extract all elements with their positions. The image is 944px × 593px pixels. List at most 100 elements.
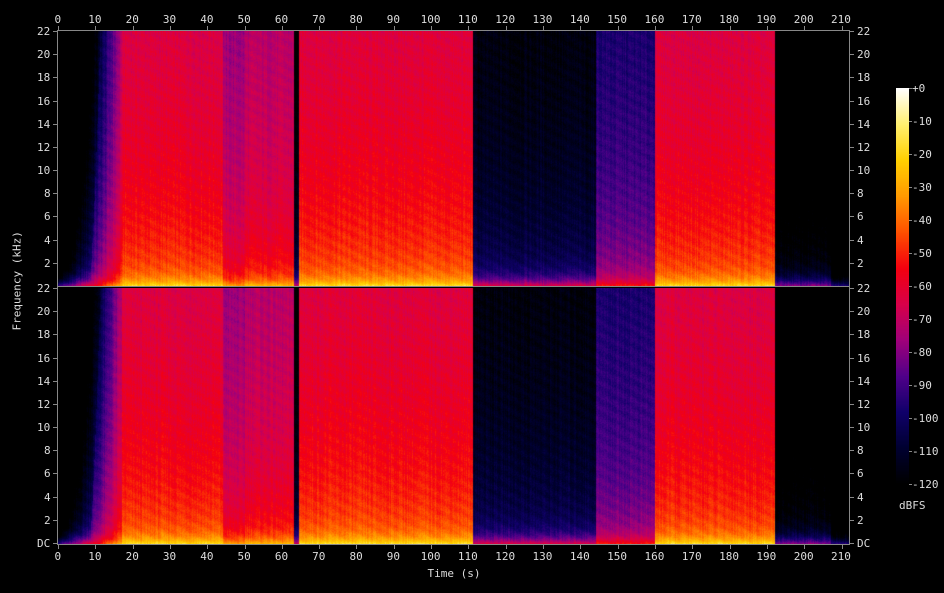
y-tick-label: 8 [44, 444, 51, 458]
x-tick-label: 70 [312, 13, 326, 26]
colorbar-tick [909, 385, 912, 386]
y-tick-label: 20 [37, 305, 51, 319]
y-tick [850, 216, 854, 218]
channel-divider [57, 286, 850, 287]
x-tick-label: 60 [274, 13, 289, 26]
y-tick-label: DC [37, 537, 51, 550]
x-tick [319, 545, 321, 549]
y-tick [53, 403, 57, 405]
colorbar-tick [909, 418, 912, 419]
y-tick-label: 12 [37, 397, 51, 411]
x-tick-label: 100 [420, 550, 441, 563]
y-tick [53, 334, 57, 336]
x-tick [356, 545, 358, 549]
y-tick [53, 100, 57, 102]
y-tick-label: 4 [857, 490, 864, 504]
y-tick [53, 496, 57, 498]
y-tick-label: 22 [857, 282, 871, 295]
x-tick-label: 140 [569, 13, 590, 26]
x-tick-label: 80 [349, 13, 363, 26]
x-tick-label: 30 [162, 13, 177, 26]
y-tick [53, 146, 57, 148]
x-tick-label: 80 [349, 550, 363, 563]
y-tick [850, 543, 854, 544]
y-tick-label: 10 [857, 421, 871, 435]
x-tick [169, 545, 171, 549]
colorbar-tick-label: -50 [912, 247, 932, 260]
x-tick [766, 545, 768, 549]
y-tick-label: 6 [857, 210, 864, 224]
y-tick-label: 20 [857, 305, 871, 319]
x-tick [58, 545, 59, 549]
x-tick-label: 90 [386, 550, 401, 563]
y-tick [53, 123, 57, 125]
x-tick-label: 120 [495, 550, 516, 563]
colorbar-tick-label: -60 [912, 280, 932, 293]
y-tick-label: DC [857, 537, 871, 550]
x-tick [654, 26, 656, 30]
y-tick [53, 193, 57, 195]
y-tick-label: 16 [37, 94, 51, 108]
x-tick [617, 26, 619, 30]
x-tick-label: 210 [831, 550, 851, 563]
x-tick [468, 26, 470, 30]
x-tick-label: 20 [125, 13, 139, 26]
colorbar-tick [909, 484, 912, 485]
y-tick-label: 2 [44, 256, 51, 270]
colorbar-tick [909, 253, 912, 254]
x-tick [207, 545, 209, 549]
colorbar-tick-label: -40 [912, 214, 932, 227]
x-tick-label: 170 [681, 550, 702, 563]
x-tick [617, 545, 619, 549]
x-tick-label: 200 [793, 13, 814, 26]
y-tick-label: 18 [37, 71, 51, 85]
x-tick [804, 545, 806, 549]
x-tick-label: 210 [831, 13, 851, 26]
y-tick [850, 146, 854, 148]
y-tick [53, 311, 57, 313]
x-tick [132, 545, 134, 549]
y-tick [53, 216, 57, 218]
x-tick [244, 26, 246, 30]
colorbar-tick-label: -30 [912, 181, 932, 194]
y-tick-label: 12 [857, 140, 871, 154]
y-tick-label: 14 [37, 374, 51, 388]
y-tick-label: 2 [44, 513, 51, 527]
colorbar-tick-label: -20 [912, 148, 932, 161]
spectrogram-channel-1 [58, 31, 849, 286]
x-tick-label: 50 [237, 550, 251, 563]
y-tick-label: 22 [857, 25, 871, 38]
colorbar-tick [909, 319, 912, 320]
y-tick-label: 14 [857, 374, 871, 388]
colorbar-tick [909, 154, 912, 155]
x-tick [207, 26, 209, 30]
y-tick [53, 519, 57, 521]
y-tick-label: 6 [44, 210, 51, 224]
x-tick [132, 26, 134, 30]
x-tick-label: 190 [756, 13, 777, 26]
x-tick [95, 26, 97, 30]
y-tick [850, 193, 854, 195]
y-tick-label: 6 [44, 467, 51, 481]
colorbar-tick-label: -10 [912, 115, 932, 128]
colorbar-tick [909, 121, 912, 122]
x-tick-label: 170 [681, 13, 702, 26]
x-tick-label: 180 [719, 550, 739, 563]
x-tick [580, 26, 582, 30]
x-tick-label: 200 [793, 550, 814, 563]
y-tick [53, 31, 57, 32]
colorbar-tick-label: -80 [912, 346, 932, 359]
y-tick [850, 239, 854, 241]
y-tick-label: 16 [37, 351, 51, 365]
colorbar-tick-label: -100 [912, 412, 939, 425]
x-tick-label: 0 [54, 550, 62, 563]
colorbar-tick [909, 88, 912, 89]
y-tick-label: 4 [44, 490, 51, 504]
x-tick-label: 40 [200, 13, 214, 26]
y-tick [850, 123, 854, 125]
colorbar-tick [909, 451, 912, 452]
y-tick-label: 10 [37, 164, 51, 178]
x-tick-label: 150 [607, 550, 628, 563]
colorbar-tick-label: -90 [912, 379, 932, 392]
x-tick [319, 26, 321, 30]
